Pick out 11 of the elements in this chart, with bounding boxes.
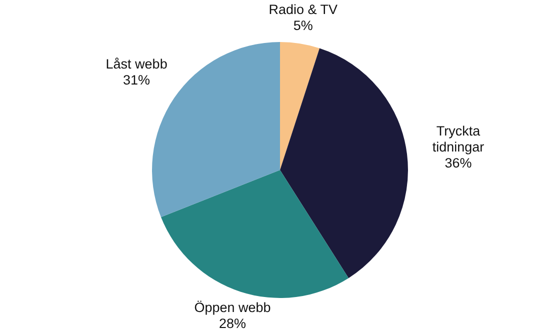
- slice-label: Radio & TV: [268, 2, 338, 17]
- pie-slice: [160, 170, 349, 298]
- pie-slice: [280, 42, 320, 170]
- data-label: 31%: [123, 72, 150, 88]
- data-label: 5%: [293, 18, 313, 33]
- data-label: 28%: [218, 316, 246, 329]
- data-label: 36%: [444, 155, 472, 170]
- slice-label: Låst webb: [106, 56, 168, 72]
- slice-label: Öppen webb: [194, 300, 271, 316]
- slice-label: Tryckta tidningar: [432, 123, 485, 154]
- pie-slice: [280, 48, 408, 278]
